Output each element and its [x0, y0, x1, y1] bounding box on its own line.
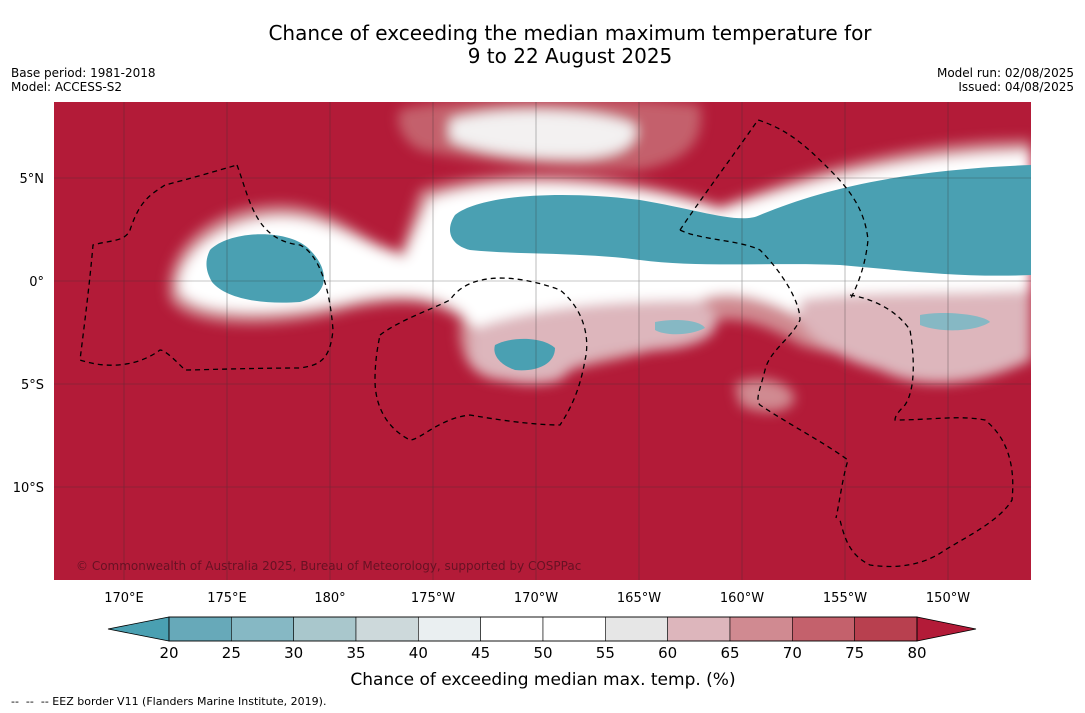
field-east-pale	[800, 290, 1031, 384]
model-run-date: Model run: 02/08/2025	[936, 66, 1074, 80]
colorbar-cell	[854, 616, 918, 642]
lon-label-170e: 170°E	[104, 591, 144, 606]
eez-border-equator-line	[679, 229, 849, 519]
chart-title: Chance of exceeding the median maximum t…	[0, 22, 1085, 68]
colorbar-label: Chance of exceeding median max. temp. (%…	[350, 670, 735, 690]
lon-labels: 170°E 175°E 180° 175°W 170°W 165°W 160°W…	[104, 591, 970, 606]
model-name: Model: ACCESS-S2	[11, 80, 123, 94]
lon-label-160w: 160°W	[720, 591, 764, 606]
colorbar-tick-label: 55	[596, 644, 615, 662]
colorbar-cell	[667, 616, 731, 642]
issued-date: Issued: 04/08/2025	[958, 80, 1074, 94]
lat-labels: 5°N 0° 5°S 10°S	[13, 172, 44, 496]
field-equatorial-blue	[450, 165, 1031, 276]
colorbar-cell	[480, 616, 544, 642]
lat-label-5s: 5°S	[21, 378, 44, 393]
colorbar-cell	[605, 616, 668, 642]
colorbar-cell	[355, 616, 419, 642]
colorbar-cells	[168, 616, 918, 642]
field-north-white	[450, 110, 636, 159]
graticule	[54, 102, 1031, 580]
model-info: Base period: 1981-2018 Model: ACCESS-S2	[11, 66, 156, 94]
field-mid-blue	[655, 320, 705, 335]
colorbar-tick-label: 45	[471, 644, 490, 662]
colorbar-cell	[542, 616, 606, 642]
field-west-blue	[206, 234, 324, 303]
lon-label-180: 180°	[314, 591, 345, 606]
colorbar-tick-label: 25	[222, 644, 241, 662]
lat-label-10s: 10°S	[13, 481, 44, 496]
colorbar-tick-label: 60	[658, 644, 677, 662]
colorbar-tick-label: 70	[783, 644, 802, 662]
base-period: Base period: 1981-2018	[11, 66, 156, 80]
lon-label-165w: 165°W	[617, 591, 661, 606]
colorbar-cell	[168, 616, 232, 642]
colorbar-tick-label: 40	[409, 644, 428, 662]
eez-border-west	[79, 164, 334, 371]
colorbar-over-arrow	[916, 616, 977, 642]
colorbar-under-arrow	[107, 616, 170, 642]
colorbar-cell	[231, 616, 294, 642]
title-line-1: Chance of exceeding the median maximum t…	[268, 21, 872, 45]
lon-label-155w: 155°W	[823, 591, 867, 606]
colorbar-tick-label: 80	[907, 644, 926, 662]
colorbar-tick-label: 20	[159, 644, 178, 662]
title-line-2: 9 to 22 August 2025	[467, 44, 673, 68]
colorbar-tick-label: 65	[720, 644, 739, 662]
eez-legend-note: -- -- -- EEZ border V11 (Flanders Marine…	[11, 695, 327, 708]
lon-label-175w: 175°W	[411, 591, 455, 606]
eez-border-east	[839, 294, 1014, 568]
colorbar-tick-label: 50	[533, 644, 552, 662]
eez-border-north-line	[679, 119, 869, 301]
colorbar-tick-label: 35	[346, 644, 365, 662]
probability-map: © Commonwealth of Australia 2025, Bureau…	[13, 102, 1031, 606]
colorbar-tick-label: 30	[284, 644, 303, 662]
colorbar-tick-label: 75	[845, 644, 864, 662]
field-small-spot	[735, 378, 795, 412]
lat-label-5n: 5°N	[20, 172, 45, 187]
colorbar-cell	[729, 616, 793, 642]
colorbar-cell	[293, 616, 357, 642]
low-probability-fields	[206, 165, 1031, 371]
run-info: Model run: 02/08/2025 Issued: 04/08/2025	[937, 66, 1074, 94]
lon-label-150w: 150°W	[926, 591, 970, 606]
field-south-blue	[494, 338, 555, 371]
colorbar-outline	[168, 616, 918, 642]
colorbar-ticks: 20 25 30 35 40 45 50 55 60 65 70 75 80	[159, 644, 926, 662]
colorbar-cell	[792, 616, 855, 642]
lon-label-170w: 170°W	[514, 591, 558, 606]
colorbar-cell	[418, 616, 481, 642]
lon-label-175e: 175°E	[207, 591, 247, 606]
lat-label-0: 0°	[29, 275, 44, 290]
field-east-blue	[920, 312, 990, 331]
eez-borders	[79, 119, 1014, 568]
copyright-notice: © Commonwealth of Australia 2025, Bureau…	[76, 559, 581, 573]
